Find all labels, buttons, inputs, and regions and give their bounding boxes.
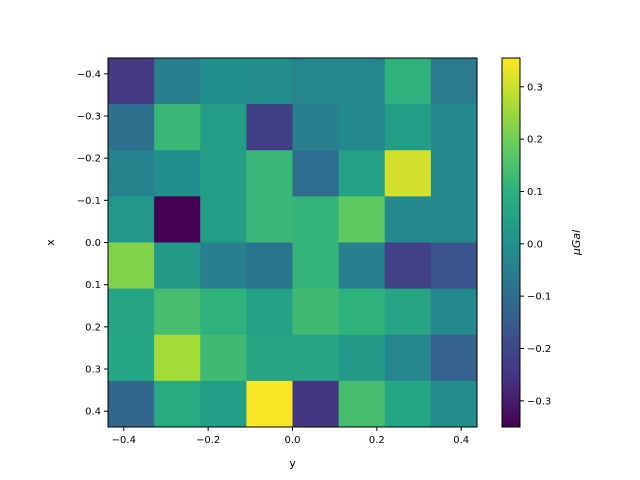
colorbar-tick-label: −0.1 [527, 292, 551, 303]
colorbar-tick-label: −0.3 [527, 396, 551, 407]
y-tick-label: −0.3 [77, 111, 101, 122]
y-tick-label: 0.3 [85, 365, 101, 376]
heatmap-cell [430, 150, 478, 197]
heatmap-cell [108, 150, 155, 197]
colorbar-tick-label: 0.2 [527, 135, 543, 146]
heatmap-cell [292, 242, 340, 290]
heatmap-cell [292, 150, 340, 197]
heatmap-cell [108, 196, 155, 244]
heatmap-cell [200, 58, 247, 105]
heatmap-cell [108, 288, 155, 336]
y-axis-label: x [44, 239, 57, 246]
heatmap-cell [200, 196, 247, 244]
y-tick-label: −0.2 [77, 154, 101, 165]
heatmap-cell [200, 334, 247, 382]
heatmap-cell [338, 104, 386, 151]
heatmap-cell [292, 288, 340, 336]
heatmap-cell [154, 58, 201, 105]
heatmap-cell [246, 380, 294, 428]
colorbar-tick-label: −0.2 [527, 344, 551, 355]
heatmap-cell [338, 242, 386, 290]
heatmap-cell [108, 380, 155, 428]
heatmap-cell [246, 104, 294, 151]
heatmap-cell [430, 196, 478, 244]
heatmap-cell [246, 288, 294, 336]
colorbar [502, 58, 520, 427]
heatmap-cell [384, 288, 432, 336]
heatmap-cell [108, 58, 155, 105]
y-tick-label: −0.4 [77, 69, 101, 80]
heatmap-cell [246, 242, 294, 290]
heatmap-cell [246, 334, 294, 382]
y-tick-label: 0.4 [85, 407, 101, 418]
heatmap-cell [108, 334, 155, 382]
colorbar-tick-label: 0.3 [527, 82, 543, 93]
heatmap-cell [154, 380, 201, 428]
heatmap-cell [338, 150, 386, 197]
heatmap-cells [108, 58, 478, 428]
heatmap-cell [338, 380, 386, 428]
heatmap-cell [430, 288, 478, 336]
x-tick-label: −0.2 [196, 435, 220, 446]
heatmap-cell [384, 242, 432, 290]
heatmap-cell [384, 58, 432, 105]
heatmap-cell [430, 58, 478, 105]
heatmap-cell [108, 104, 155, 151]
x-tick-label: 0.4 [453, 435, 469, 446]
y-tick-label: 0.0 [85, 238, 101, 249]
heatmap-cell [430, 104, 478, 151]
heatmap-cell [338, 288, 386, 336]
heatmap-cell [292, 104, 340, 151]
heatmap-cell [384, 334, 432, 382]
colorbar-tick-label: 0.1 [527, 187, 543, 198]
x-tick-label: 0.2 [369, 435, 385, 446]
heatmap-cell [154, 196, 201, 244]
heatmap-cell [384, 104, 432, 151]
x-axis-ticks: −0.4 −0.2 0.0 0.2 0.4 [112, 427, 469, 446]
y-tick-label: −0.1 [77, 196, 101, 207]
heatmap-cell [200, 150, 247, 197]
y-axis-ticks: −0.4 −0.3 −0.2 −0.1 0.0 0.1 0.2 0.3 0.4 [77, 69, 108, 418]
heatmap-cell [430, 242, 478, 290]
heatmap-cell [154, 104, 201, 151]
x-axis-label: y [289, 457, 296, 470]
heatmap-cell [384, 150, 432, 197]
x-tick-label: 0.0 [285, 435, 301, 446]
heatmap-cell [338, 196, 386, 244]
heatmap-cell [200, 242, 247, 290]
heatmap-cell [292, 58, 340, 105]
heatmap-cell [292, 196, 340, 244]
heatmap-cell [154, 150, 201, 197]
heatmap-cell [338, 334, 386, 382]
heatmap-cell [338, 58, 386, 105]
y-tick-label: 0.1 [85, 280, 101, 291]
heatmap-cell [430, 380, 478, 428]
heatmap-cell [246, 196, 294, 244]
colorbar-tick-label: 0.0 [527, 239, 543, 250]
heatmap-cell [384, 196, 432, 244]
heatmap-cell [200, 288, 247, 336]
heatmap-cell [246, 150, 294, 197]
colorbar-frame [501, 57, 521, 428]
heatmap-cell [200, 104, 247, 151]
heatmap-cell [292, 334, 340, 382]
heatmap-cell [200, 380, 247, 428]
x-tick-label: −0.4 [112, 435, 136, 446]
heatmap-cell [384, 380, 432, 428]
heatmap-cell [154, 288, 201, 336]
heatmap-cell [430, 334, 478, 382]
heatmap-cell [246, 58, 294, 105]
heatmap-cell [292, 380, 340, 428]
heatmap-cell [154, 334, 201, 382]
colorbar-ticks: −0.3 −0.2 −0.1 0.0 0.1 0.2 0.3 [520, 82, 551, 407]
colorbar-label: μGal [570, 230, 583, 256]
y-tick-label: 0.2 [85, 322, 101, 333]
heatmap-cell [154, 242, 201, 290]
heatmap-cell [108, 242, 155, 290]
